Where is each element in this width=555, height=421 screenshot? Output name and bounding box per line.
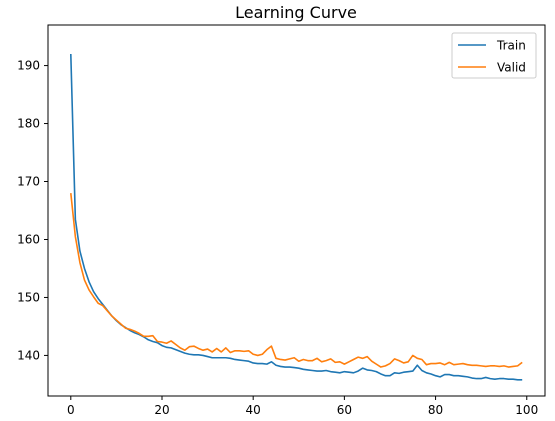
y-tick-label: 150 <box>17 290 40 304</box>
x-tick-label: 80 <box>428 403 443 417</box>
x-tick-label: 20 <box>154 403 169 417</box>
chart-title: Learning Curve <box>235 3 357 22</box>
legend-label-valid: Valid <box>497 61 526 75</box>
x-tick-label: 0 <box>67 403 75 417</box>
x-tick-label: 100 <box>515 403 538 417</box>
legend: Train Valid <box>451 32 537 79</box>
series-line-valid <box>70 193 523 368</box>
series-line-train <box>70 53 523 381</box>
axes-layer: 0 20 40 60 80 100 140 150 160 170 180 190 <box>17 24 546 417</box>
x-tick-label: 40 <box>246 403 261 417</box>
y-tick-label: 180 <box>17 117 40 131</box>
legend-label-train: Train <box>496 39 526 53</box>
y-tick-label: 170 <box>17 175 40 189</box>
x-tick-label: 60 <box>337 403 352 417</box>
y-tick-label: 140 <box>17 348 40 362</box>
y-tick-label: 160 <box>17 232 40 246</box>
y-tick-label: 190 <box>17 59 40 73</box>
series-layer <box>70 53 523 381</box>
plot-frame <box>47 24 546 397</box>
